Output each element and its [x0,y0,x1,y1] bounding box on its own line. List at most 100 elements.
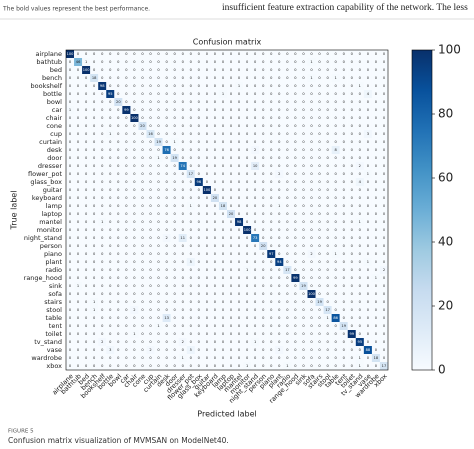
heatmap-cell [162,194,171,203]
heatmap-cell [315,210,324,219]
cell-value: 0 [222,244,225,248]
heatmap-cell [194,162,203,171]
heatmap-cell [291,362,300,371]
cell-value: 0 [149,148,152,152]
cell-value: 0 [375,324,378,328]
heatmap-cell [122,186,131,195]
cell-value: 1 [367,260,369,264]
heatmap-cell [323,130,332,139]
heatmap-cell [283,354,292,363]
heatmap-cell [307,66,316,75]
cell-value: 0 [230,132,233,136]
y-tick-label: monitor [37,226,63,234]
heatmap-cell [251,330,260,339]
cell-value: 0 [182,284,185,288]
heatmap-cell [66,50,75,59]
heatmap-cell [154,170,163,179]
heatmap-cell [371,322,381,331]
heatmap-cell [106,298,115,307]
heatmap-cell [98,322,107,331]
cell-value: 0 [133,100,136,104]
heatmap-cell [379,50,389,59]
cell-value: 0 [93,156,96,160]
cell-value: 0 [93,244,96,248]
cell-value: 0 [125,220,128,224]
cell-value: 0 [302,332,305,336]
cell-value: 0 [125,252,128,256]
heatmap-cell [379,66,389,75]
cell-value: 0 [278,212,281,216]
heatmap-cell [162,106,171,115]
heatmap-cell [235,354,244,363]
heatmap-cell [315,114,324,123]
cell-value: 0 [93,100,96,104]
cell-value: 2 [278,172,280,176]
cell-value: 0 [214,108,217,112]
heatmap-cell [170,282,179,291]
cell-value: 0 [93,212,96,216]
cell-value: 0 [310,348,313,352]
heatmap-cell [315,98,324,107]
cell-value: 0 [101,212,104,216]
cell-value: 0 [270,108,273,112]
heatmap-cell [162,330,171,339]
cell-value: 0 [77,172,80,176]
heatmap-cell [307,226,316,235]
cell-value: 0 [286,356,289,360]
heatmap-cell [235,178,244,187]
cell-value: 0 [85,244,88,248]
cell-value: 0 [206,260,209,264]
heatmap-cell [82,346,91,355]
heatmap-cell [90,170,99,179]
cell-value: 19 [317,300,322,304]
heatmap-cell [243,202,252,211]
heatmap-cell [106,282,115,291]
cell-value: 0 [230,220,233,224]
heatmap-cell [267,146,276,155]
cell-value: 0 [141,220,144,224]
heatmap-cell [283,50,292,59]
heatmap-cell [339,290,348,299]
cell-value: 0 [294,204,297,208]
cell-value: 0 [157,116,160,120]
cell-value: 0 [182,140,185,144]
cell-value: 0 [109,268,112,272]
cell-value: 1 [335,76,337,80]
heatmap-cell [315,306,324,315]
heatmap-cell [331,106,340,115]
y-tick-label: table [46,314,62,322]
heatmap-cell [98,74,107,83]
cell-value: 0 [278,332,281,336]
heatmap-cell [130,82,139,91]
cell-value: 0 [157,108,160,112]
cell-value: 0 [254,228,257,232]
heatmap-cell [291,218,300,227]
cell-value: 0 [238,140,241,144]
cell-value: 0 [246,92,249,96]
heatmap-cell [114,242,123,251]
cell-value: 0 [326,140,329,144]
cell-value: 0 [270,164,273,168]
cell-value: 0 [214,116,217,120]
heatmap-cell [339,122,348,131]
heatmap-cell [154,218,163,227]
cell-value: 0 [230,268,233,272]
cell-value: 0 [343,220,346,224]
cell-value: 0 [278,236,281,240]
cell-value: 0 [318,276,321,280]
cell-value: 0 [222,348,225,352]
cell-value: 0 [174,236,177,240]
heatmap-cell [218,258,228,267]
heatmap-cell [170,290,179,299]
heatmap-cell [130,274,139,283]
heatmap-cell [379,354,389,363]
heatmap-cell [299,58,308,67]
heatmap-cell [323,226,332,235]
heatmap-cell [291,338,300,347]
heatmap-cell [178,322,187,331]
cell-value: 0 [85,276,88,280]
heatmap-cell [251,154,260,163]
cell-value: 0 [254,124,257,128]
heatmap-cell [186,210,195,219]
cell-value: 0 [343,348,346,352]
